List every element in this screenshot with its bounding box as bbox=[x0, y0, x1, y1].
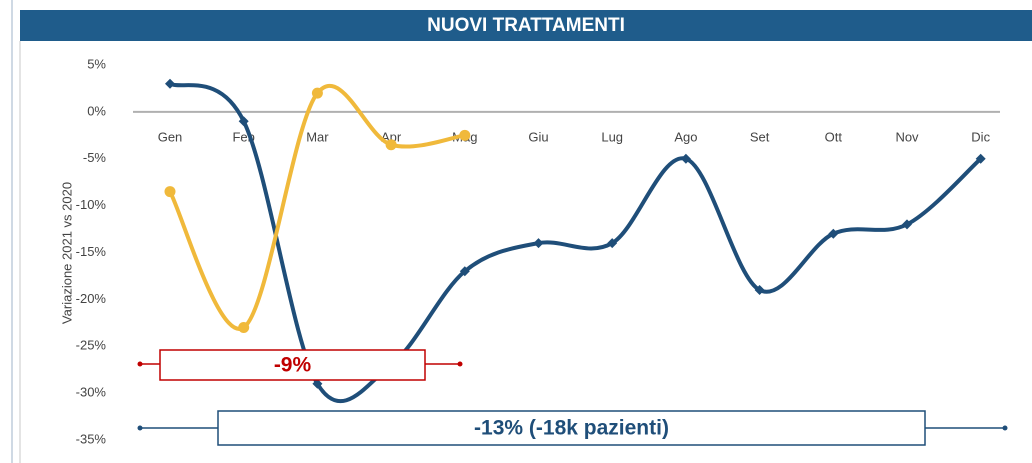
data-point bbox=[385, 139, 397, 151]
y-tick-label: 0% bbox=[87, 103, 106, 118]
data-point bbox=[533, 238, 544, 249]
data-point bbox=[607, 238, 618, 249]
title-bar bbox=[20, 10, 1032, 41]
data-point bbox=[754, 285, 765, 295]
data-point bbox=[828, 228, 839, 239]
data-point bbox=[902, 219, 912, 230]
data-point bbox=[975, 153, 986, 164]
data-point bbox=[680, 153, 691, 164]
y-tick-label: -25% bbox=[76, 338, 107, 353]
series-line bbox=[168, 83, 467, 331]
data-point bbox=[165, 78, 175, 89]
data-point bbox=[312, 378, 323, 389]
y-tick-label: -5% bbox=[83, 150, 107, 165]
y-tick-label: 5% bbox=[87, 56, 106, 71]
y-tick-label: -30% bbox=[76, 385, 107, 400]
x-tick-label: Mar bbox=[306, 129, 329, 144]
x-tick-label: Ott bbox=[825, 129, 843, 144]
annotation-end bbox=[1002, 425, 1008, 431]
x-tick-label: Giu bbox=[528, 129, 548, 144]
x-tick-label: Dic bbox=[971, 129, 990, 144]
data-point bbox=[459, 266, 470, 277]
y-tick-label: -15% bbox=[76, 244, 107, 259]
y-tick-label: -10% bbox=[76, 197, 107, 212]
data-point bbox=[164, 186, 176, 198]
x-tick-label: Set bbox=[750, 129, 770, 144]
chart-title: NUOVI TRATTAMENTI bbox=[427, 15, 625, 36]
data-point bbox=[311, 87, 323, 99]
x-tick-label: Nov bbox=[895, 129, 919, 144]
annotation-box bbox=[217, 410, 926, 446]
data-point bbox=[459, 129, 471, 141]
y-axis-label: Variazione 2021 vs 2020 bbox=[59, 182, 74, 324]
x-tick-label: Lug bbox=[601, 129, 623, 144]
annotation-end bbox=[137, 361, 143, 367]
data-point bbox=[238, 322, 250, 333]
x-tick-label: Gen bbox=[158, 129, 183, 144]
annotation-box bbox=[159, 349, 426, 381]
annotation-text: -13% (-18k pazienti) bbox=[474, 417, 669, 440]
x-tick-label: Ago bbox=[674, 129, 697, 144]
y-tick-label: -20% bbox=[76, 291, 107, 306]
data-point bbox=[238, 116, 249, 127]
annotation-end bbox=[137, 425, 143, 431]
y-tick-label: -35% bbox=[76, 431, 107, 446]
annotation-end bbox=[457, 361, 463, 367]
annotation-text: -9% bbox=[274, 354, 312, 377]
